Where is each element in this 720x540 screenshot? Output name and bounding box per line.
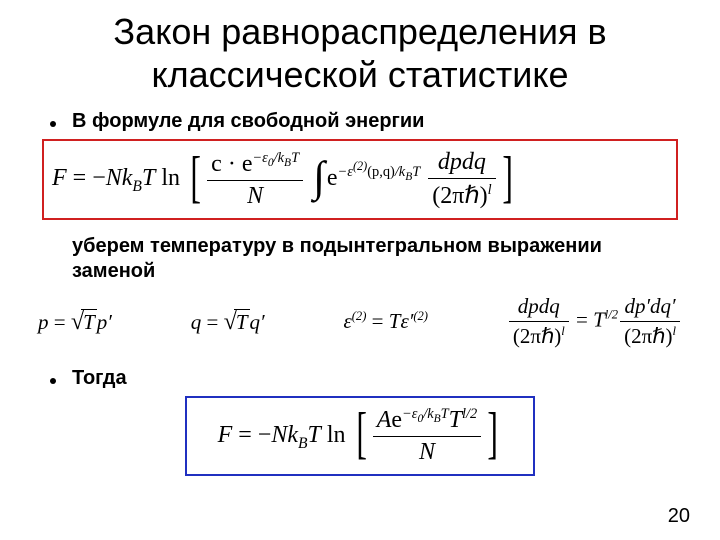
f1-T: T <box>142 165 155 191</box>
bullet-dot-icon <box>50 378 56 384</box>
right-bracket-icon: ] <box>488 414 499 454</box>
title-line-1: Закон равнораспределения в <box>113 11 606 52</box>
f1-frac1-num: c · e−ε0/kBT <box>207 150 303 181</box>
bullet-1-text: В формуле для свободной энергии <box>72 110 424 133</box>
sub-dpdq: dpdq (2πℏ)l = Tl/2 dp′dq′ (2πℏ)l <box>507 294 682 349</box>
page-number: 20 <box>668 505 690 528</box>
title-line-2: классической статистике <box>151 54 568 95</box>
left-bracket-icon: [ <box>190 158 201 198</box>
sub-p: p = √Tp′ <box>38 308 112 336</box>
f1-N: N <box>106 165 122 191</box>
left-bracket-icon: [ <box>356 414 367 454</box>
formula-box-free-energy: F = −NkBT ln [ c · e−ε0/kBT N ∫e−ε(2)(p,… <box>42 139 678 220</box>
bullet-2: Тогда <box>50 367 690 390</box>
f1-e: e <box>327 165 338 191</box>
f1-frac1-den: N <box>207 181 303 210</box>
f1-frac2-den: (2πℏ)l <box>428 179 495 210</box>
bullet-2-text: Тогда <box>72 367 127 390</box>
f1-lhs: F <box>52 165 67 191</box>
f2-den: N <box>373 437 482 466</box>
text-after-formula: уберем температуру в подынтегральном выр… <box>72 234 670 284</box>
f1-int-exp: −ε(2)(p,q)/kBT <box>338 164 421 180</box>
sub-q: q = √Tq′ <box>191 308 265 336</box>
bullet-dot-icon <box>50 121 56 127</box>
sub-eps: ε(2) = Tε′(2) <box>343 309 428 334</box>
substitutions-row: p = √Tp′ q = √Tq′ ε(2) = Tε′(2) dpdq (2π… <box>38 294 682 349</box>
f1-frac2-num: dpdq <box>428 149 495 179</box>
f1-B: B <box>132 178 142 195</box>
right-bracket-icon: ] <box>502 158 513 198</box>
f1-frac1-exp: −ε0/kBT <box>252 150 299 166</box>
slide-title: Закон равнораспределения в классической … <box>30 10 690 96</box>
f2-num: Ae−ε0/kBTTl/2 <box>373 406 482 437</box>
formula-free-energy: F = −NkBT ln [ c · e−ε0/kBT N ∫e−ε(2)(p,… <box>52 165 517 191</box>
bullet-1: В формуле для свободной энергии <box>50 110 690 133</box>
formula-box-result: F = −NkBT ln [ Ae−ε0/kBTTl/2 N ] <box>185 396 535 476</box>
f1-k: k <box>122 165 133 191</box>
f1-frac1: c · e−ε0/kBT N <box>207 150 303 210</box>
f1-frac2: dpdq (2πℏ)l <box>428 149 495 210</box>
f1-ln: ln <box>155 165 186 191</box>
f1-eqminus: = − <box>67 165 106 191</box>
integral-icon: ∫ <box>313 163 325 193</box>
formula-result: F = −NkBT ln [ Ae−ε0/kBTTl/2 N ] <box>218 422 503 448</box>
f2-frac: Ae−ε0/kBTTl/2 N <box>373 406 482 466</box>
